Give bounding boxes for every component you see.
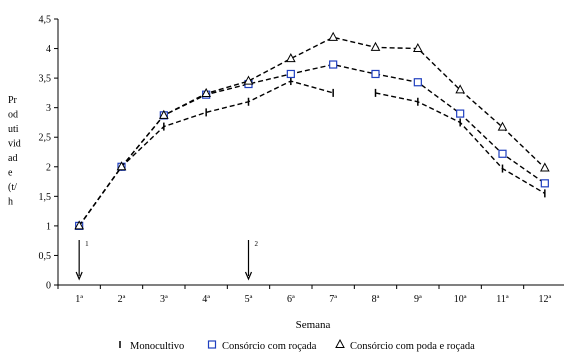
annotation-arrow: 2 [244, 240, 259, 281]
data-point [243, 75, 254, 85]
legend-item: Monocultivo [119, 341, 184, 352]
x-tick-label: 8ª [372, 294, 380, 305]
legend-item: Consórcio com roçada [207, 340, 317, 352]
y-axis-label-line: uti [8, 124, 19, 135]
data-point [328, 31, 339, 41]
data-point [286, 69, 295, 79]
data-point [201, 87, 212, 97]
series-triangle [74, 31, 550, 230]
y-axis-label-line: ad [8, 153, 17, 164]
legend-label: Consórcio com poda e roçada [350, 341, 475, 352]
data-point [497, 121, 508, 131]
data-point [412, 42, 423, 53]
annotation-label: 2 [255, 240, 259, 248]
y-axis-label: Pr od uti vid ad e (t/h [8, 95, 21, 208]
arrow-head [244, 271, 253, 281]
series-line [78, 63, 546, 227]
x-tick-labels: 1ª 2ª 3ª 4ª 5ª 6ª 7ª 8ª 9ª 10ª 11ª 12ª [57, 285, 551, 305]
y-tick-label: 0 [46, 281, 51, 292]
x-tick-label: 11ª [496, 294, 509, 305]
y-axis-label-line: e [8, 168, 13, 179]
x-tick-label: 12ª [538, 294, 551, 305]
data-point [413, 78, 422, 87]
data-point [540, 179, 549, 188]
data-point [285, 53, 296, 63]
y-tick-label: 3,5 [39, 74, 52, 85]
x-tick-label: 6ª [287, 294, 295, 305]
y-tick-label: 1,5 [39, 192, 52, 203]
series-group [74, 31, 550, 230]
x-tick-label: 5ª [245, 294, 253, 305]
y-tick-labels: 0 0,5 1 1,5 2 2,5 3 3,5 4 4,5 [39, 15, 58, 292]
legend-marker [335, 338, 345, 348]
y-axis-label-line: vid [8, 139, 21, 150]
data-point [116, 161, 127, 171]
series-line [375, 92, 546, 194]
y-tick-label: 2,5 [39, 133, 52, 144]
legend-label: Consórcio com roçada [222, 341, 317, 352]
y-axis-label-line: od [8, 110, 18, 121]
legend-marker [207, 340, 217, 349]
x-tick-label: 4ª [202, 294, 210, 305]
y-axis-label-line: (t/ [8, 182, 17, 193]
data-point [158, 109, 169, 119]
data-point [455, 84, 466, 94]
y-tick-label: 4 [46, 44, 51, 55]
arrow-head [75, 271, 83, 281]
x-tick-label: 7ª [329, 294, 337, 305]
y-axis-label-line: Pr [8, 95, 18, 106]
annotation-label: 1 [85, 240, 89, 248]
x-tick-label: 3ª [160, 294, 168, 305]
legend-item: Consórcio com poda e roçada [335, 338, 475, 352]
y-axis-label-line: h [8, 197, 13, 208]
series-line [78, 80, 334, 227]
legend: Monocultivo Consórcio com roçada Consórcio… [119, 338, 475, 352]
data-point [370, 41, 381, 51]
data-point [456, 109, 465, 118]
data-point [371, 69, 380, 79]
legend-label: Monocultivo [130, 341, 184, 352]
x-tick-label: 1ª [75, 294, 83, 305]
y-tick-label: 4,5 [39, 15, 52, 26]
y-tick-label: 2 [46, 162, 51, 173]
x-tick-label: 9ª [414, 294, 422, 305]
data-point [539, 162, 550, 172]
data-point [329, 60, 338, 69]
data-point [74, 220, 85, 230]
series-line [78, 36, 546, 227]
data-point [498, 149, 507, 158]
annotation-arrow: 1 [75, 240, 89, 281]
x-tick-label: 2ª [118, 294, 126, 305]
y-tick-label: 3 [46, 103, 51, 114]
series-bar [78, 77, 546, 230]
x-tick-label: 10ª [454, 294, 467, 305]
y-tick-label: 0,5 [39, 251, 52, 262]
y-tick-label: 1 [46, 221, 51, 232]
x-axis-label: Semana [296, 319, 331, 331]
